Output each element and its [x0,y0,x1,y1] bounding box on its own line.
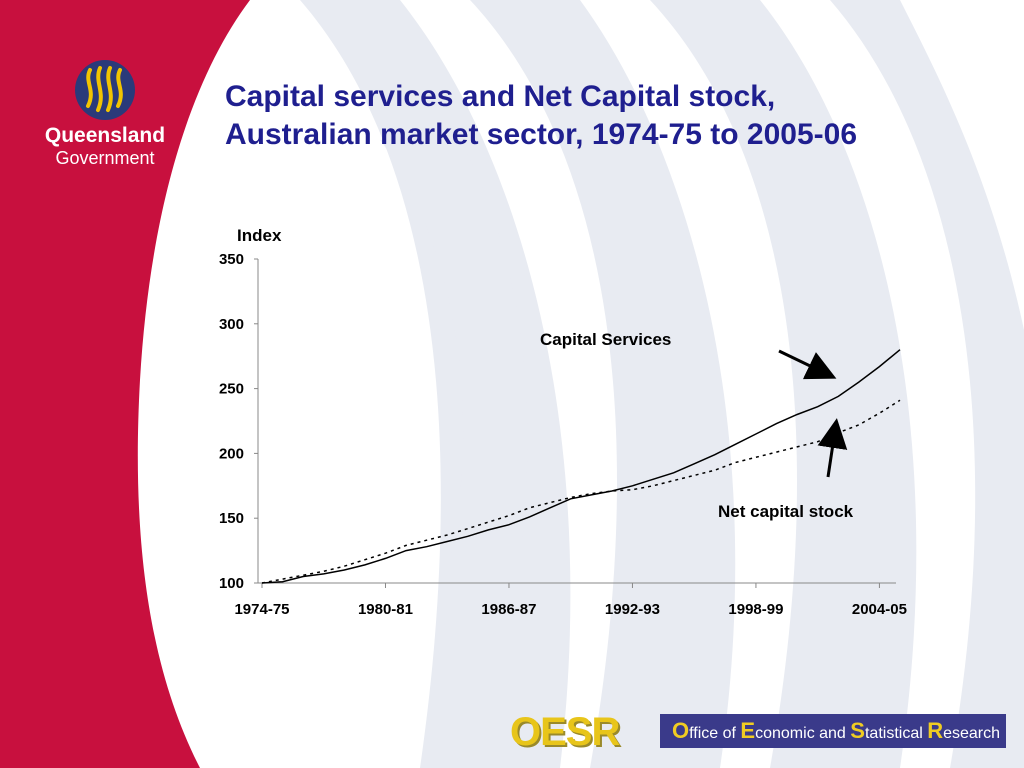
chart-series [261,349,901,584]
oesr-mark: OESR [510,710,620,754]
chart-annotations: Capital Services Net capital stock [540,330,854,521]
annotation-net-capital-stock: Net capital stock [718,502,854,521]
chart-axes: 100 150 200 250 300 350 1974-75 1980-81 1986-87 1… [219,251,907,618]
y-tick-label: 300 [219,316,244,333]
coat-of-arms-icon [75,60,135,120]
y-tick-label: 200 [219,445,244,462]
oesr-band: Office of Economic and Statistical Resea… [660,714,1006,748]
oesr-logo: OESR Office of Economic and Statistical … [510,712,1008,752]
watermark-swooshes [300,0,1024,768]
series-line-capital-services [261,349,901,584]
oesr-cap-1: E [740,718,756,743]
oesr-word-3: esearch [943,725,1001,742]
y-tick-label: 350 [219,251,244,268]
oesr-word-0: ffice of [689,725,741,742]
series-line-net-capital-stock [261,399,901,584]
x-tick-label: 1986-87 [481,601,536,618]
logo-name-line1: Queensland [44,124,166,147]
y-tick-label: 150 [219,510,244,527]
oesr-word-2: tatistical [864,725,928,742]
annotation-capital-services: Capital Services [540,330,671,349]
oesr-word-1: conomic and [755,725,851,742]
slide-title: Capital services and Net Capital stock, … [225,78,985,154]
queensland-government-logo: Queensland Government [40,58,170,178]
oesr-cap-3: R [927,718,944,743]
oesr-cap-0: O [672,718,690,743]
x-tick-label: 1998-99 [728,601,783,618]
x-tick-label: 1980-81 [358,601,413,618]
x-tick-label: 2004-05 [852,601,907,618]
slide-title-line1: Capital services and Net Capital stock, [225,80,776,113]
slide-title-line2: Australian market sector, 1974-75 to 200… [225,118,858,151]
x-tick-label: 1992-93 [605,601,660,618]
y-tick-label: 100 [219,575,244,592]
oesr-cap-2: S [850,718,865,743]
y-axis-label: Index [237,226,282,245]
side-band [0,0,250,768]
y-tick-label: 250 [219,381,244,398]
arrow-net-capital-stock [817,418,848,478]
x-tick-label: 1974-75 [234,601,289,618]
arrow-capital-services [778,349,837,380]
logo-name-line2: Government [55,148,155,168]
